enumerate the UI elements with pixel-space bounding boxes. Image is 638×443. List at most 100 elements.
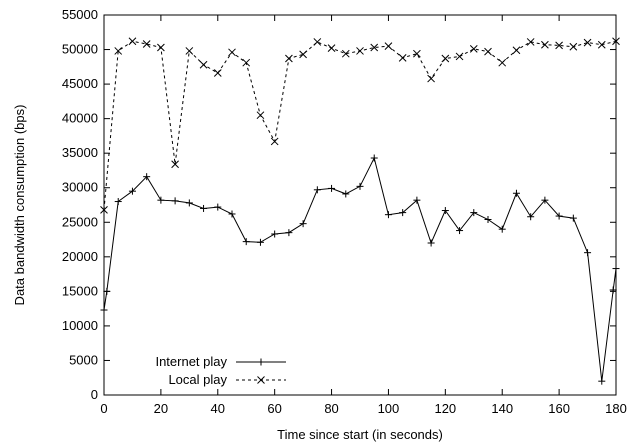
data-point (384, 211, 392, 219)
data-point (299, 220, 307, 228)
data-point (569, 42, 578, 51)
data-point (285, 54, 293, 63)
data-point (384, 42, 393, 50)
data-point (200, 204, 208, 212)
legend-marker (257, 376, 265, 384)
x-axis-label: Time since start (in seconds) (277, 427, 443, 442)
data-point (228, 210, 236, 218)
legend-marker (257, 358, 265, 366)
data-point (242, 238, 250, 246)
data-point (228, 48, 236, 57)
data-point (100, 306, 108, 314)
data-point (569, 214, 577, 222)
series-local-play (100, 37, 620, 214)
data-point (370, 43, 379, 52)
data-point (341, 49, 350, 58)
y-tick-label: 0 (91, 387, 98, 402)
y-tick-label: 35000 (62, 145, 98, 160)
data-point (242, 58, 251, 67)
x-tick-label: 40 (211, 401, 225, 416)
data-point (214, 203, 222, 211)
data-point (114, 198, 122, 206)
data-point (157, 43, 165, 52)
data-point (299, 50, 307, 59)
data-point (597, 40, 606, 49)
data-point (441, 54, 450, 63)
series-layer (100, 37, 620, 385)
data-point (171, 160, 179, 169)
data-point (327, 44, 336, 53)
data-point (157, 196, 165, 204)
data-point (583, 38, 592, 47)
x-tick-label: 20 (154, 401, 168, 416)
legend-sample-local-play (236, 376, 286, 384)
data-point (270, 137, 279, 146)
y-tick-label: 45000 (62, 76, 98, 91)
y-tick-label: 55000 (62, 7, 98, 22)
data-point (584, 249, 592, 257)
data-point (441, 207, 449, 215)
data-point (103, 287, 111, 295)
data-point (526, 38, 535, 46)
ticks: 0 5000 10000 15000 20000 25000 30000 35000 40000… (62, 7, 627, 416)
data-point (498, 58, 507, 67)
data-point (356, 182, 364, 190)
plot-frame (103, 14, 617, 396)
data-point (185, 47, 194, 55)
data-point (555, 212, 563, 220)
y-tick-label: 25000 (62, 214, 98, 229)
y-tick-label: 40000 (62, 111, 98, 126)
data-point (199, 60, 208, 69)
data-point (541, 40, 549, 49)
x-tick-label: 180 (605, 401, 627, 416)
y-tick-label: 15000 (62, 283, 98, 298)
data-point (285, 229, 293, 237)
data-point (413, 49, 421, 58)
data-point (470, 209, 478, 217)
data-point (512, 189, 520, 197)
x-tick-label: 100 (378, 401, 400, 416)
x-tick-label: 80 (324, 401, 338, 416)
data-point (142, 40, 151, 48)
legend: Internet play Local play (155, 354, 286, 387)
series-line-internet-play (103, 156, 617, 382)
data-point (271, 230, 279, 238)
data-point (413, 196, 421, 204)
data-point (256, 111, 265, 120)
data-point (498, 225, 506, 233)
data-point (469, 45, 478, 53)
x-tick-label: 140 (491, 401, 513, 416)
x-tick-label: 160 (548, 401, 570, 416)
data-point (171, 197, 179, 205)
data-point (399, 209, 407, 217)
data-point (609, 286, 617, 294)
data-point (598, 377, 606, 385)
data-point (484, 47, 492, 56)
data-point (455, 52, 464, 61)
x-tick-label: 60 (267, 401, 281, 416)
y-tick-label: 5000 (69, 352, 98, 367)
data-point (128, 37, 137, 46)
data-point (484, 216, 492, 224)
data-point (541, 196, 549, 204)
x-tick-label: 0 (100, 401, 107, 416)
y-axis-label: Data bandwidth consumption (bps) (12, 105, 27, 306)
data-point (398, 53, 407, 62)
data-point (213, 69, 222, 77)
series-internet-play (100, 154, 620, 385)
data-point (128, 187, 136, 195)
y-tick-label: 20000 (62, 249, 98, 264)
data-point (143, 173, 151, 181)
y-tick-label: 30000 (62, 180, 98, 195)
data-point (555, 41, 563, 50)
y-tick-label: 10000 (62, 318, 98, 333)
data-point (185, 199, 193, 207)
data-point (427, 74, 435, 83)
data-point (313, 38, 322, 46)
legend-label-internet-play: Internet play (155, 354, 227, 369)
data-point (313, 186, 321, 194)
data-point (100, 205, 108, 214)
data-point (370, 154, 378, 162)
data-point (527, 213, 535, 221)
